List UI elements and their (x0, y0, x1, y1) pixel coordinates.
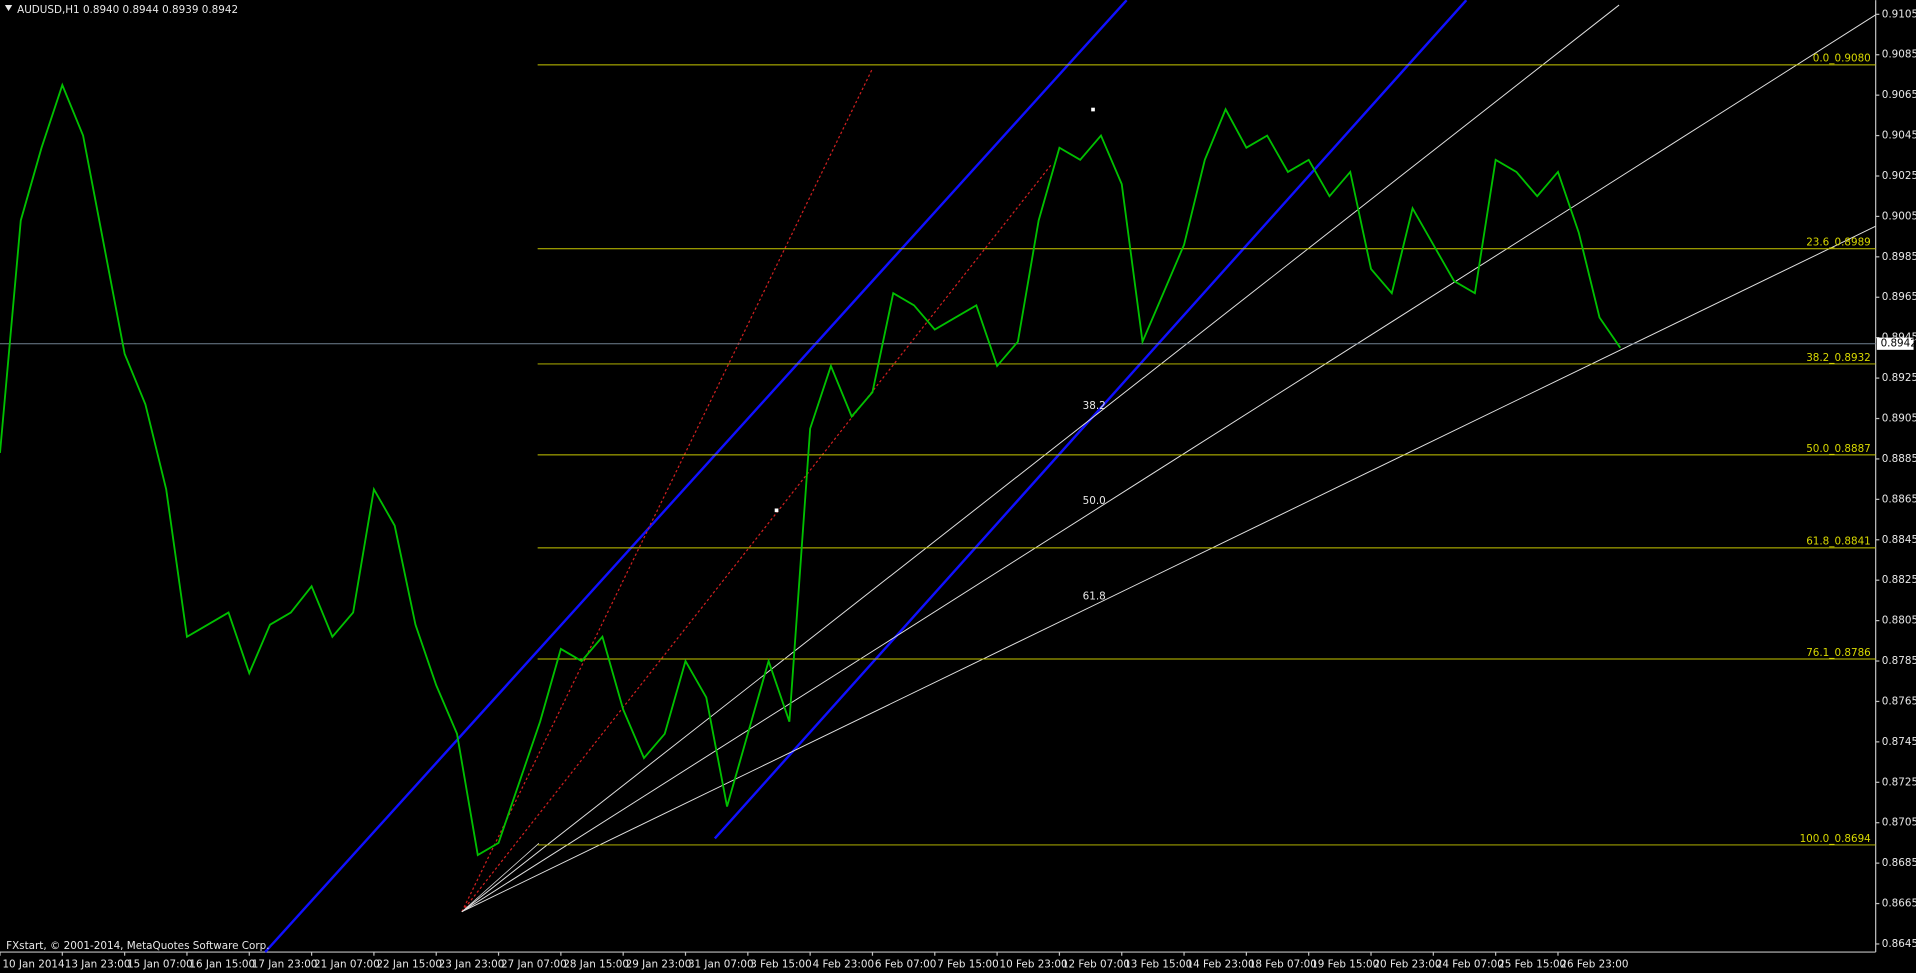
trend-line (461, 164, 1052, 913)
y-tick-label: 0.8825 (1882, 574, 1916, 586)
x-tick-label: 14 Feb 23:00 (1187, 958, 1255, 970)
fan-line (461, 4, 1620, 913)
fan-label: 50.0 (1083, 495, 1106, 507)
chart-title: AUDUSD,H1 0.8940 0.8944 0.8939 0.8942 (17, 4, 238, 16)
y-tick-label: 0.8685 (1882, 857, 1916, 869)
y-tick-label: 0.8645 (1882, 938, 1916, 950)
y-tick-label: 0.8985 (1882, 251, 1916, 263)
x-tick-label: 10 Feb 23:00 (1000, 958, 1068, 970)
channel-line (264, 0, 1128, 953)
y-tick-label: 0.8665 (1882, 898, 1916, 910)
y-tick-label: 0.9045 (1882, 130, 1916, 142)
x-tick-label: 4 Feb 23:00 (813, 958, 874, 970)
y-tick-label: 0.8965 (1882, 291, 1916, 303)
fan-base (461, 843, 540, 913)
x-tick-label: 19 Feb 15:00 (1311, 958, 1379, 970)
x-tick-label: 17 Jan 23:00 (252, 958, 318, 970)
copyright: FXstart, © 2001-2014, MetaQuotes Softwar… (6, 940, 269, 952)
fib-label: 38.2_0.8932 (1806, 352, 1871, 364)
x-tick-label: 27 Jan 07:00 (501, 958, 567, 970)
y-tick-label: 0.8885 (1882, 453, 1916, 465)
fan-label: 61.8 (1083, 590, 1106, 602)
x-tick-label: 3 Feb 15:00 (750, 958, 811, 970)
x-tick-label: 7 Feb 15:00 (937, 958, 998, 970)
y-tick-label: 0.9065 (1882, 89, 1916, 101)
x-tick-label: 25 Feb 15:00 (1498, 958, 1566, 970)
fib-label: 61.8_0.8841 (1806, 536, 1871, 548)
fib-label: 100.0_0.8694 (1800, 833, 1872, 845)
x-tick-label: 26 Feb 23:00 (1560, 958, 1628, 970)
y-tick-label: 0.8845 (1882, 534, 1916, 546)
last-price-box (1876, 337, 1914, 350)
x-tick-label: 16 Jan 15:00 (189, 958, 255, 970)
y-tick-label: 0.8745 (1882, 736, 1916, 748)
fib-label: 50.0_0.8887 (1806, 443, 1871, 455)
menu-arrow[interactable] (4, 5, 13, 12)
y-tick-label: 0.8705 (1882, 817, 1916, 829)
y-tick-label: 0.9085 (1882, 49, 1916, 61)
anchor-point (1091, 107, 1095, 112)
fan-line (461, 225, 1876, 913)
price-line (0, 82, 1622, 857)
y-tick-label: 0.8865 (1882, 493, 1916, 505)
y-tick-label: 0.9005 (1882, 210, 1916, 222)
y-tick-label: 0.8785 (1882, 655, 1916, 667)
fan-line (461, 14, 1876, 913)
y-tick-label: 0.8805 (1882, 615, 1916, 627)
y-tick-label: 0.8925 (1882, 372, 1916, 384)
x-tick-label: 23 Jan 23:00 (439, 958, 505, 970)
y-tick-label: 0.8725 (1882, 776, 1916, 788)
anchor-point (774, 508, 779, 513)
last-price-label: 0.8942 (1881, 338, 1916, 350)
x-tick-label: 22 Jan 15:00 (376, 958, 442, 970)
x-tick-label: 29 Jan 23:00 (626, 958, 692, 970)
fib-label: 23.6_0.8989 (1806, 237, 1871, 249)
x-tick-label: 18 Feb 07:00 (1249, 958, 1317, 970)
x-tick-label: 31 Jan 07:00 (688, 958, 754, 970)
x-tick-label: 13 Jan 23:00 (65, 958, 131, 970)
y-tick-label: 0.8905 (1882, 413, 1916, 425)
x-tick-label: 20 Feb 23:00 (1373, 958, 1441, 970)
x-tick-label: 10 Jan 2014 (2, 958, 65, 970)
x-tick-label: 24 Feb 07:00 (1436, 958, 1504, 970)
y-tick-label: 0.9105 (1882, 8, 1916, 20)
x-tick-label: 21 Jan 07:00 (314, 958, 380, 970)
drawing-tools (264, 0, 1876, 953)
y-tick-label: 0.8765 (1882, 695, 1916, 707)
x-tick-label: 28 Jan 15:00 (563, 958, 629, 970)
fan-label: 38.2 (1083, 400, 1106, 412)
x-tick-label: 12 Feb 07:00 (1062, 958, 1130, 970)
x-tick-label: 6 Feb 07:00 (875, 958, 936, 970)
x-tick-label: 15 Jan 07:00 (127, 958, 193, 970)
fib-label: 76.1_0.8786 (1806, 647, 1871, 659)
x-tick-label: 13 Feb 15:00 (1124, 958, 1192, 970)
fib-label: 0.0_0.9080 (1813, 53, 1871, 65)
y-tick-label: 0.9025 (1882, 170, 1916, 182)
